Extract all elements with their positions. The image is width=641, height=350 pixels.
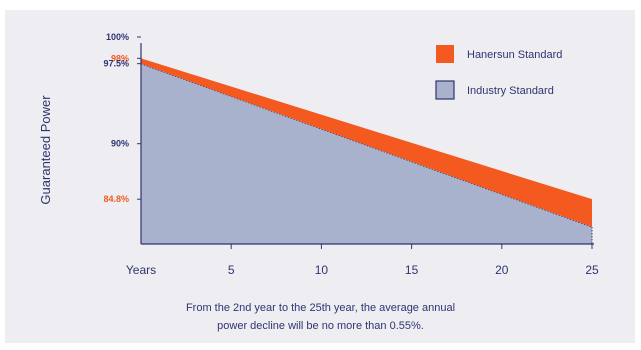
legend-swatch-industry	[435, 80, 455, 100]
y-tick-label: 97.5%	[103, 59, 129, 69]
industry-standard-area	[141, 63, 592, 244]
legend-label-hanersun: Hanersun Standard	[467, 49, 562, 61]
y-tick-label: 98%	[111, 53, 129, 63]
y-tick-label: 100%	[106, 32, 129, 42]
hanersun-standard-band	[141, 58, 592, 227]
x-tick-label: 25	[585, 263, 599, 277]
caption-line-1: From the 2nd year to the 25th year, the …	[185, 302, 456, 314]
y-tick-label: 90%	[111, 139, 129, 149]
legend-label-industry: Industry Standard	[467, 85, 554, 97]
x-axis-label: Years	[126, 263, 156, 277]
caption-line-2: power decline will be no more than 0.55%…	[217, 320, 424, 332]
x-tick-label: 15	[405, 263, 419, 277]
x-tick-label: 10	[315, 263, 329, 277]
x-tick-label: 20	[495, 263, 509, 277]
legend-swatch-hanersun	[436, 45, 454, 63]
y-axis-title: Guaranteed Power	[38, 95, 53, 205]
x-tick-label: 5	[228, 263, 235, 277]
y-tick-label: 84.8%	[103, 194, 129, 204]
